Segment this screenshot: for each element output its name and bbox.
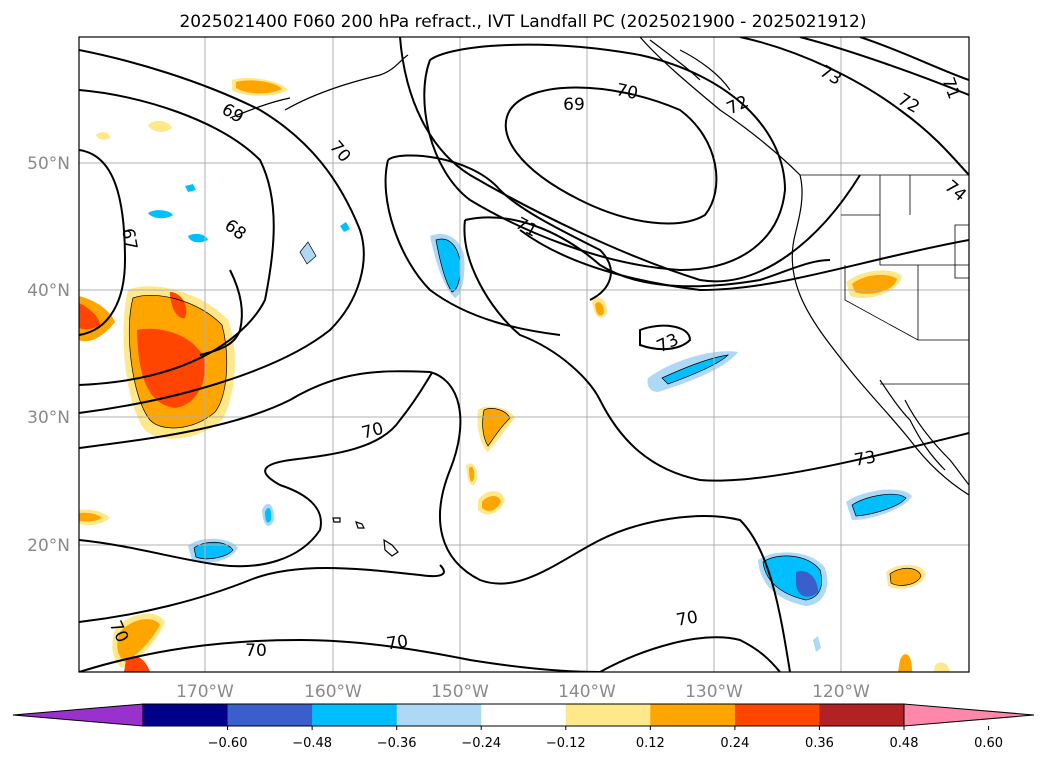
- colorbar-frame: [142, 703, 905, 727]
- longitude-label: 170°W: [176, 682, 234, 702]
- latitude-label: 40°N: [27, 281, 70, 301]
- latitude-label: 30°N: [27, 408, 70, 428]
- colorbar-tick-label: 0.48: [890, 736, 919, 751]
- colorbar-tick-label: 0.12: [636, 736, 665, 751]
- contour-label: 70: [385, 632, 409, 655]
- longitude-label: 160°W: [304, 682, 362, 702]
- contour-label: 70: [675, 607, 700, 630]
- colorbar-tick-label: 0.60: [974, 736, 1003, 751]
- colorbar-tick-label: 0.36: [805, 736, 834, 751]
- contour-label: 70: [614, 80, 639, 104]
- contour-lines: [79, 37, 969, 672]
- shaded-regions: [79, 78, 950, 672]
- colorbar-tick-label: −0.24: [461, 736, 501, 751]
- colorbar-high-extension: [903, 703, 1035, 727]
- colorbar-segment: [481, 704, 567, 726]
- colorbar-segment: [734, 704, 820, 726]
- colorbar: −0.60 −0.48 −0.36 −0.24 −0.12 0.12 0.24 0.36 0.4…: [12, 703, 1035, 751]
- colorbar-segment: [396, 704, 482, 726]
- contour-label: 73: [853, 447, 878, 470]
- latitude-labels: 50°N 40°N 30°N 20°N: [27, 154, 70, 556]
- colorbar-tick-label: −0.36: [377, 736, 417, 751]
- longitude-label: 150°W: [431, 682, 489, 702]
- map-frame: [78, 36, 970, 673]
- map-title: 2025021400 F060 200 hPa refract., IVT La…: [179, 12, 866, 32]
- colorbar-tick-label: −0.12: [546, 736, 586, 751]
- coastlines: [229, 37, 969, 557]
- longitude-label: 140°W: [558, 682, 616, 702]
- longitude-label: 120°W: [812, 682, 870, 702]
- latitude-label: 20°N: [27, 536, 70, 556]
- colorbar-tick-label: 0.24: [720, 736, 749, 751]
- contour-label: 69: [563, 95, 585, 115]
- colorbar-segment: [819, 704, 905, 726]
- colorbar-low-extension: [12, 703, 144, 727]
- contour-labels: 69 70 70 71 72 73 71 72 74 68 67 69 70 7…: [105, 62, 970, 661]
- map-content: [79, 37, 969, 672]
- colorbar-segment: [227, 704, 313, 726]
- colorbar-segments: [143, 704, 905, 726]
- colorbar-segment: [650, 704, 736, 726]
- colorbar-segment: [565, 704, 651, 726]
- colorbar-tick-label: −0.60: [208, 736, 248, 751]
- longitude-labels: 170°W 160°W 150°W 140°W 130°W 120°W: [176, 682, 870, 702]
- contour-label: 67: [117, 227, 140, 252]
- colorbar-tick-label: −0.48: [292, 736, 332, 751]
- longitude-label: 130°W: [685, 682, 743, 702]
- colorbar-segment: [143, 704, 229, 726]
- colorbar-segment: [312, 704, 398, 726]
- colorbar-ticks: −0.60 −0.48 −0.36 −0.24 −0.12 0.12 0.24 0.36 0.4…: [208, 726, 1003, 751]
- latitude-label: 50°N: [27, 154, 70, 174]
- contour-label: 70: [245, 641, 267, 661]
- borders: [800, 174, 969, 385]
